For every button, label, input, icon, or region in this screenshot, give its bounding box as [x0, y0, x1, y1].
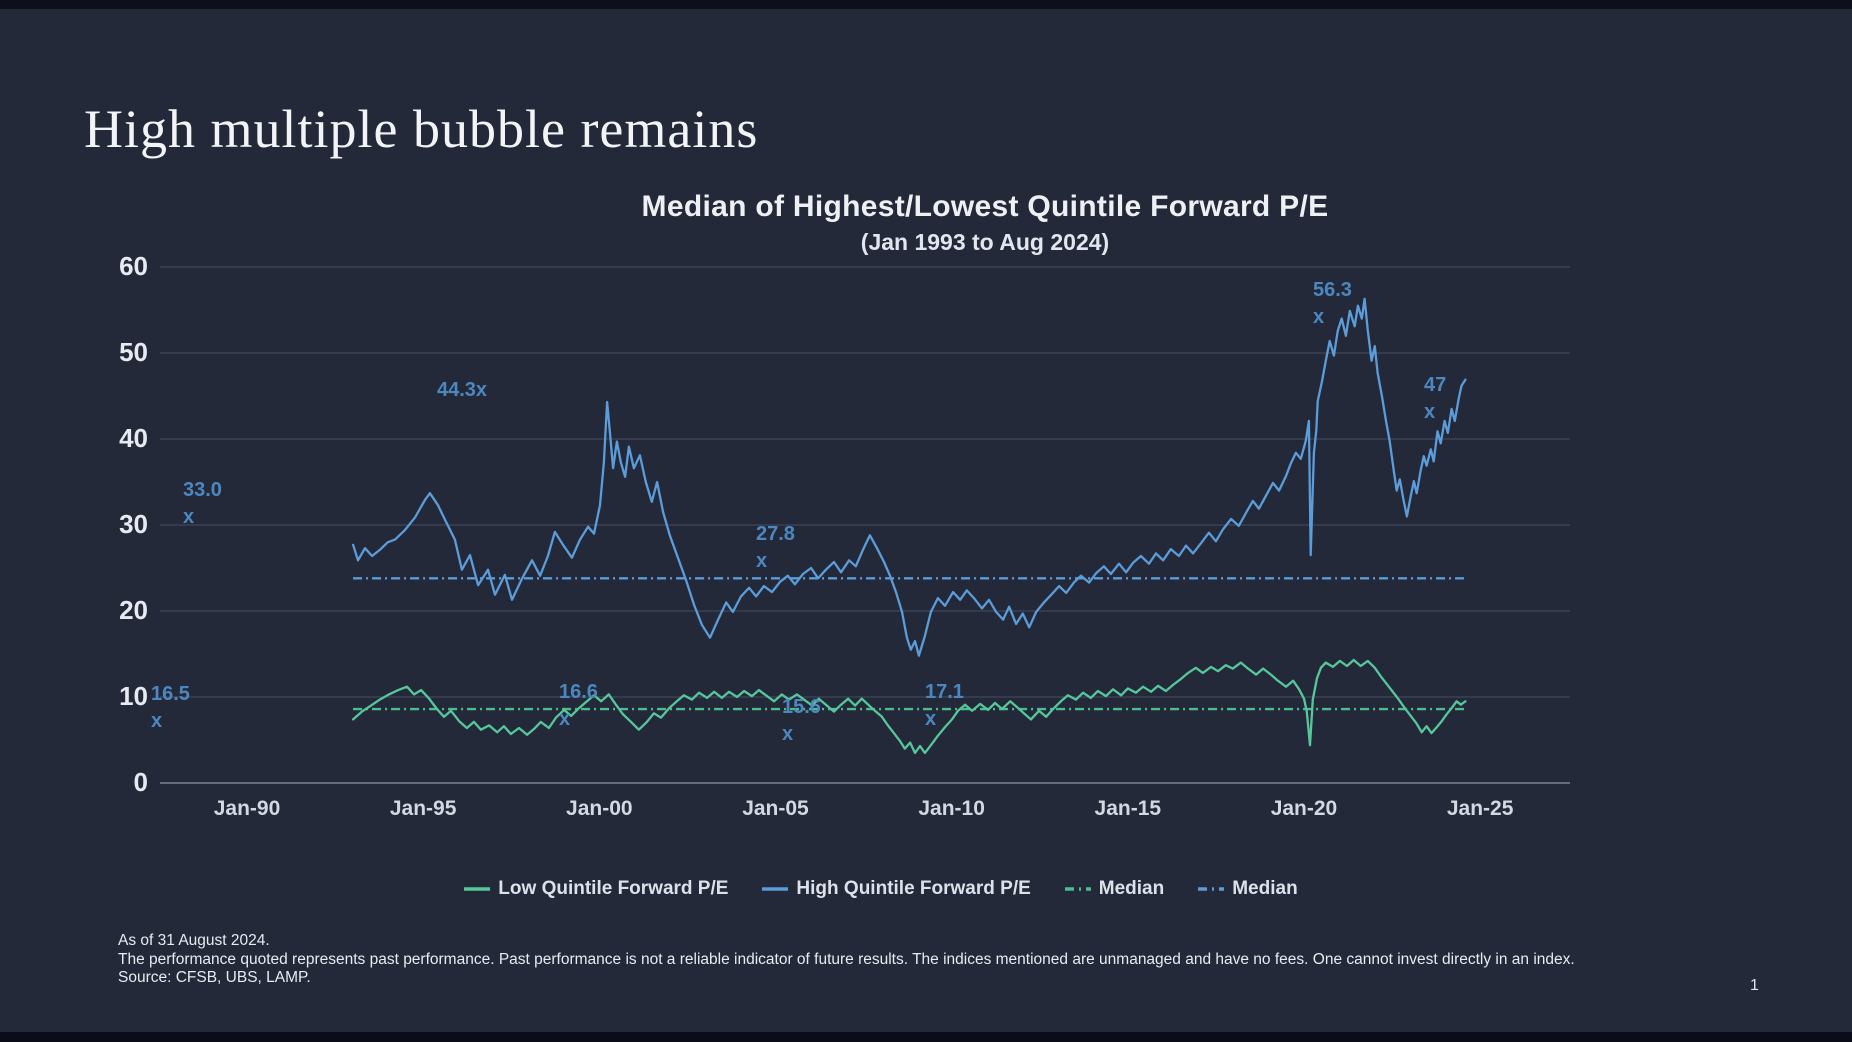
- chart-title: Median of Highest/Lowest Quintile Forwar…: [641, 190, 1329, 223]
- series-line-low-quintile-forward-p-e: [351, 658, 1467, 755]
- series-line-high-quintile-forward-p-e: [351, 297, 1467, 657]
- y-axis-label-40: 40: [119, 423, 148, 453]
- annotation-47x: 47 x: [1424, 374, 1447, 423]
- top-edge-strip: [0, 0, 1852, 9]
- slide-title: High multiple bubble remains: [84, 99, 759, 160]
- annotation-56.3x: 56.3 x: [1313, 279, 1352, 328]
- annotation-17.1x: 17.1 x: [925, 681, 964, 730]
- y-axis-label-0: 0: [133, 767, 148, 797]
- y-axis-label-50: 50: [119, 337, 148, 367]
- page-number: 1: [1750, 977, 1759, 994]
- annotation-16.5x: 16.5 x: [151, 683, 190, 732]
- footnote-block: As of 31 August 2024. The performance qu…: [118, 932, 1575, 988]
- legend-swatch-solid-icon: [464, 887, 491, 891]
- x-axis-label-jan-00: Jan-00: [566, 797, 633, 820]
- legend-item-0: Low Quintile Forward P/E: [462, 878, 728, 900]
- x-axis-label-jan-10: Jan-10: [918, 797, 985, 820]
- legend-item-1: High Quintile Forward P/E: [760, 878, 1031, 900]
- bottom-edge-strip: [0, 1032, 1852, 1042]
- x-axis-label-jan-15: Jan-15: [1094, 797, 1162, 820]
- x-axis-label-jan-90: Jan-90: [213, 797, 281, 820]
- x-axis-label-jan-25: Jan-25: [1446, 797, 1514, 820]
- footnote-disclaimer: The performance quoted represents past p…: [118, 950, 1575, 968]
- annotation-16.6x: 16.6 x: [559, 681, 598, 730]
- legend-item-3: Median: [1196, 878, 1298, 900]
- y-axis-label-60: 60: [119, 251, 148, 281]
- x-axis-label-jan-95: Jan-95: [389, 797, 457, 820]
- x-axis-label-jan-20: Jan-20: [1270, 797, 1338, 820]
- x-axis-label-jan-05: Jan-05: [742, 797, 809, 820]
- legend-label: High Quintile Forward P/E: [796, 878, 1031, 899]
- chart-legend: Low Quintile Forward P/E High Quintile Fo…: [200, 874, 1560, 904]
- legend-swatch-dashed-icon: [1198, 887, 1225, 891]
- y-axis-label-30: 30: [119, 509, 148, 539]
- footnote-as-of: As of 31 August 2024.: [118, 932, 270, 949]
- legend-swatch-solid-icon: [762, 887, 789, 891]
- legend-item-2: Median: [1063, 878, 1164, 900]
- legend-swatch-dashed-icon: [1064, 887, 1091, 891]
- annotation-27.8x: 27.8 x: [756, 523, 795, 572]
- y-axis-label-20: 20: [119, 595, 148, 625]
- footnote-source: Source: CFSB, UBS, LAMP.: [118, 969, 311, 986]
- annotation-15.6x: 15.6 x: [782, 696, 821, 745]
- annotation-33.0x: 33.0 x: [183, 479, 222, 528]
- chart-subtitle: (Jan 1993 to Aug 2024): [860, 229, 1110, 255]
- annotation-44.3x: 44.3x: [437, 379, 488, 401]
- legend-label: Median: [1098, 878, 1165, 899]
- legend-label: Median: [1232, 878, 1298, 899]
- legend-label: Low Quintile Forward P/E: [498, 878, 729, 899]
- y-axis-label-10: 10: [119, 681, 148, 711]
